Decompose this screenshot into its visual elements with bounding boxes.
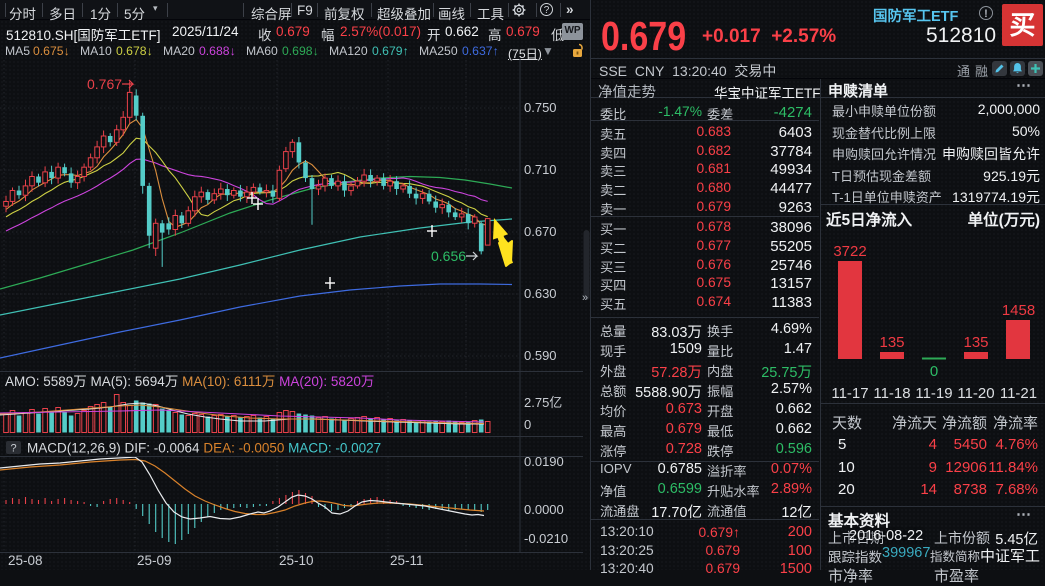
svg-text:0.750: 0.750 bbox=[524, 100, 557, 115]
svg-text:11-17: 11-17 bbox=[831, 385, 868, 402]
svg-text:11-18: 11-18 bbox=[873, 385, 910, 402]
svg-text:0: 0 bbox=[930, 363, 938, 380]
svg-text:»: » bbox=[582, 292, 588, 304]
svg-text:0.590: 0.590 bbox=[524, 348, 557, 363]
svg-text:?: ? bbox=[11, 443, 17, 455]
svg-text:25-08: 25-08 bbox=[8, 553, 43, 568]
svg-text:25-10: 25-10 bbox=[279, 553, 314, 568]
svg-text:AMO: 5589万 MA(5): 5694万 MA(1: AMO: 5589万 MA(5): 5694万 MA(10): 6111万 MA… bbox=[5, 374, 374, 389]
svg-text:11-21: 11-21 bbox=[1000, 385, 1037, 402]
svg-text:25-09: 25-09 bbox=[137, 553, 172, 568]
svg-text:1458: 1458 bbox=[1002, 302, 1035, 319]
svg-text:MACD(12,26,9) DIF: -0.0064 D: MACD(12,26,9) DIF: -0.0064 DEA: -0.0050 … bbox=[27, 441, 381, 456]
svg-text:0.670: 0.670 bbox=[524, 224, 557, 239]
svg-text:0.710: 0.710 bbox=[524, 162, 557, 177]
svg-text:0.0000: 0.0000 bbox=[524, 502, 564, 517]
svg-text:11-20: 11-20 bbox=[957, 385, 994, 402]
svg-text:-0.0210: -0.0210 bbox=[524, 531, 568, 546]
svg-text:0.656: 0.656 bbox=[431, 248, 466, 264]
svg-text:11-19: 11-19 bbox=[915, 385, 952, 402]
svg-text:135: 135 bbox=[963, 334, 988, 351]
svg-text:3722: 3722 bbox=[833, 243, 866, 260]
svg-text:2.75亿: 2.75亿 bbox=[524, 395, 562, 410]
svg-text:0.0190: 0.0190 bbox=[524, 454, 564, 469]
svg-text:0.767: 0.767 bbox=[87, 76, 122, 92]
svg-text:0.630: 0.630 bbox=[524, 286, 557, 301]
svg-text:25-11: 25-11 bbox=[390, 553, 424, 568]
svg-text:0: 0 bbox=[524, 417, 531, 432]
svg-text:135: 135 bbox=[879, 334, 904, 351]
